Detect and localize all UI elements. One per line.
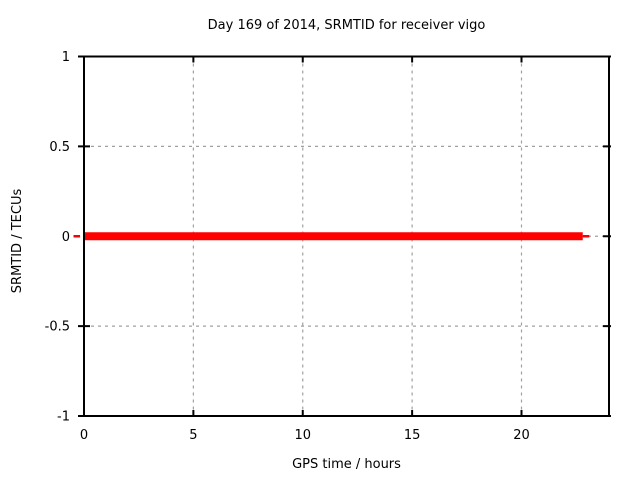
x-tick-label: 5 [189,428,197,443]
x-tick-label: 15 [404,428,421,443]
y-tick-label: -0.5 [45,320,70,335]
x-tick-label: 0 [80,428,88,443]
y-tick-label: 0 [62,230,70,245]
tick-labels: 0 5 10 15 20 -1 -0.5 0 0.5 1 [45,50,530,443]
y-tick-label: 0.5 [49,140,70,155]
y-tick-label: -1 [57,410,70,425]
x-tick-label: 20 [513,428,530,443]
y-axis-label: SRMTID / TECUs [10,189,25,294]
axis-ticks [78,55,611,417]
x-axis-label: GPS time / hours [292,457,401,472]
x-tick-label: 10 [294,428,311,443]
y-tick-label: 1 [62,50,70,65]
chart-title: Day 169 of 2014, SRMTID for receiver vig… [208,18,486,33]
